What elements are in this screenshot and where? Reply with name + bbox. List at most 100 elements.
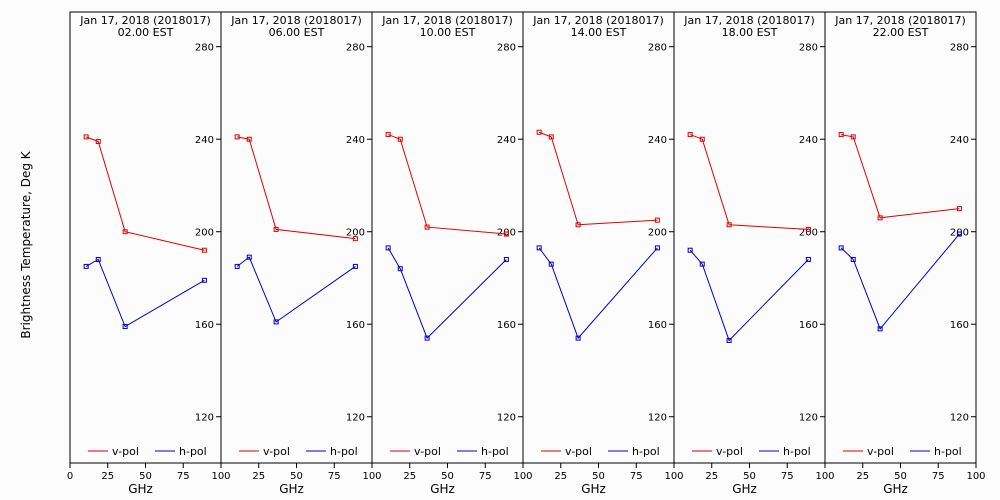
series-line-v-pol bbox=[538, 131, 658, 226]
x-tick-label: 100 bbox=[664, 471, 683, 482]
legend-label-h-pol: h-pol bbox=[934, 445, 962, 458]
data-point-v-pol bbox=[385, 132, 391, 138]
y-tick-label: 200 bbox=[648, 228, 667, 239]
data-point-v-pol bbox=[877, 215, 883, 221]
data-point-v-pol bbox=[397, 136, 403, 142]
panel-subtitle: 02.00 EST bbox=[118, 26, 174, 39]
data-point-h-pol bbox=[424, 335, 430, 341]
data-point-h-pol bbox=[956, 231, 962, 237]
x-tick-label: 100 bbox=[966, 471, 985, 482]
data-point-v-pol bbox=[122, 229, 128, 235]
x-tick-label: 0 bbox=[67, 471, 73, 482]
x-tick-label: 75 bbox=[630, 471, 643, 482]
series-line-h-pol bbox=[387, 247, 507, 340]
data-point-h-pol bbox=[687, 247, 693, 253]
data-point-h-pol bbox=[352, 263, 358, 269]
data-point-v-pol bbox=[503, 231, 509, 237]
data-point-h-pol bbox=[397, 266, 403, 272]
x-tick-label: 25 bbox=[101, 471, 114, 482]
y-tick-label: 120 bbox=[950, 413, 969, 424]
y-tick-label: 120 bbox=[497, 413, 516, 424]
series-line-h-pol bbox=[689, 249, 809, 342]
panel-title: Jan 17, 2018 (2018017) bbox=[683, 14, 815, 27]
y-tick-label: 240 bbox=[195, 135, 214, 146]
panel-6: Jan 17, 2018 (2018017)22.00 EST 120 160 200… bbox=[824, 11, 986, 496]
data-point-h-pol bbox=[838, 245, 844, 251]
panel-title: Jan 17, 2018 (2018017) bbox=[381, 14, 513, 27]
series-line-h-pol bbox=[840, 233, 960, 330]
x-tick-label: 50 bbox=[139, 471, 152, 482]
legend-label-h-pol: h-pol bbox=[783, 445, 811, 458]
panel-title: Jan 17, 2018 (2018017) bbox=[834, 14, 966, 27]
legend-label-h-pol: h-pol bbox=[481, 445, 509, 458]
y-tick-label: 240 bbox=[346, 135, 365, 146]
panel-subtitle: 14.00 EST bbox=[571, 26, 627, 39]
x-tick-label: 100 bbox=[513, 471, 532, 482]
data-point-v-pol bbox=[273, 226, 279, 232]
y-tick-label: 240 bbox=[950, 135, 969, 146]
y-tick-label: 120 bbox=[799, 413, 818, 424]
y-tick-label: 160 bbox=[346, 320, 365, 331]
data-point-h-pol bbox=[122, 324, 128, 330]
x-axis-label: GHz bbox=[430, 482, 455, 496]
x-axis-label: GHz bbox=[883, 482, 908, 496]
data-point-h-pol bbox=[385, 245, 391, 251]
data-point-h-pol bbox=[95, 256, 101, 262]
legend-label-v-pol: v-pol bbox=[867, 445, 894, 458]
data-point-h-pol bbox=[273, 319, 279, 325]
data-point-h-pol bbox=[654, 245, 660, 251]
panel-subtitle: 22.00 EST bbox=[873, 26, 929, 39]
data-point-v-pol bbox=[201, 247, 207, 253]
data-point-v-pol bbox=[352, 236, 358, 242]
x-tick-label: 50 bbox=[290, 471, 303, 482]
panels: Jan 17, 2018 (2018017) 02.00 EST 120 160 200… bbox=[67, 11, 986, 496]
data-point-h-pol bbox=[575, 335, 581, 341]
panel-subtitle: 10.00 EST bbox=[420, 26, 476, 39]
y-tick-label: 240 bbox=[648, 135, 667, 146]
series-line-h-pol bbox=[538, 247, 658, 340]
x-tick-label: 75 bbox=[932, 471, 945, 482]
data-point-v-pol bbox=[699, 136, 705, 142]
x-tick-label: 50 bbox=[592, 471, 605, 482]
data-point-h-pol bbox=[246, 254, 252, 260]
y-tick-label: 160 bbox=[648, 320, 667, 331]
data-point-v-pol bbox=[726, 222, 732, 228]
series-line-v-pol bbox=[237, 136, 356, 240]
panel-subtitle: 06.00 EST bbox=[269, 26, 325, 39]
data-point-v-pol bbox=[424, 224, 430, 230]
series-line-h-pol bbox=[236, 256, 356, 323]
panel-subtitle: 18.00 EST bbox=[722, 26, 778, 39]
y-tick-label: 280 bbox=[950, 43, 969, 54]
data-point-v-pol bbox=[536, 129, 542, 135]
x-tick-label: 25 bbox=[252, 471, 265, 482]
y-tick-label: 280 bbox=[195, 43, 214, 54]
y-tick-label: 280 bbox=[497, 43, 516, 54]
data-point-h-pol bbox=[699, 261, 705, 267]
x-tick-label: 75 bbox=[781, 471, 794, 482]
data-point-v-pol bbox=[83, 134, 89, 140]
x-axis-label: GHz bbox=[581, 482, 606, 496]
data-point-v-pol bbox=[654, 217, 660, 223]
x-tick-label: 100 bbox=[815, 471, 834, 482]
y-tick-label: 200 bbox=[950, 228, 969, 239]
x-axis-label: GHz bbox=[128, 482, 153, 496]
y-tick-label: 160 bbox=[799, 320, 818, 331]
y-tick-label: 120 bbox=[648, 413, 667, 424]
data-point-h-pol bbox=[850, 256, 856, 262]
data-point-v-pol bbox=[687, 132, 693, 138]
y-tick-label: 160 bbox=[195, 320, 214, 331]
y-tick-label: 200 bbox=[799, 228, 818, 239]
panel-5: Jan 17, 2018 (2018017)18.00 EST 120 160 200… bbox=[673, 11, 835, 496]
x-tick-label: 50 bbox=[894, 471, 907, 482]
data-point-h-pol bbox=[234, 263, 240, 269]
panel-3: Jan 17, 2018 (2018017)10.00 EST 120 160 200… bbox=[371, 11, 533, 496]
x-axis-label: GHz bbox=[279, 482, 304, 496]
data-point-h-pol bbox=[83, 263, 89, 269]
y-tick-label: 240 bbox=[497, 135, 516, 146]
x-tick-label: 25 bbox=[856, 471, 869, 482]
y-tick-label: 280 bbox=[648, 43, 667, 54]
x-tick-label: 75 bbox=[328, 471, 341, 482]
x-tick-label: 50 bbox=[743, 471, 756, 482]
y-tick-label: 280 bbox=[799, 43, 818, 54]
